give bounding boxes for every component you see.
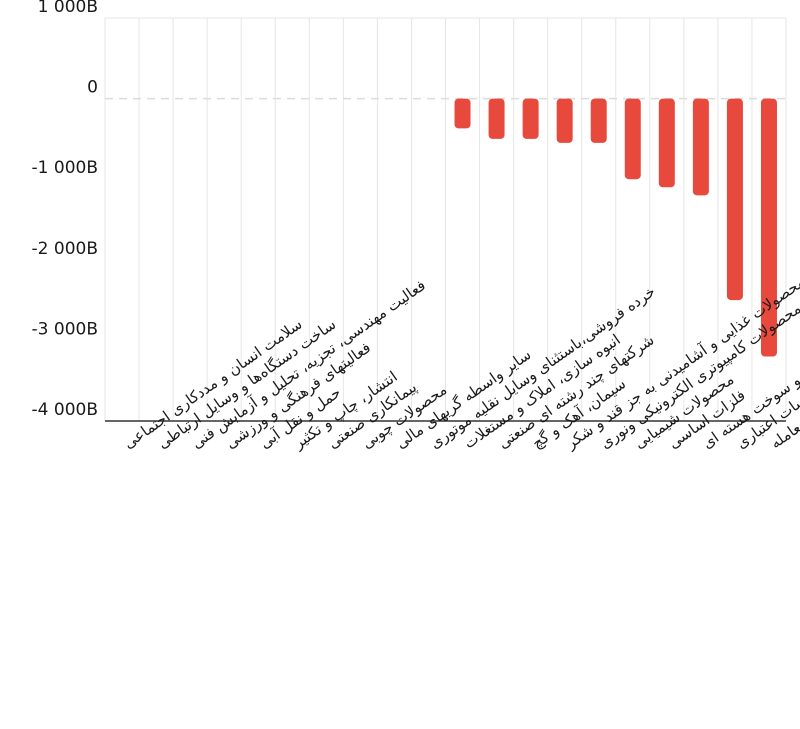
bar bbox=[522, 98, 539, 139]
bar bbox=[760, 98, 777, 357]
bar bbox=[454, 98, 471, 129]
bar bbox=[488, 98, 505, 139]
y-tick-label: 1 000B bbox=[38, 0, 98, 17]
y-tick-label: -1 000B bbox=[32, 158, 98, 178]
bars bbox=[454, 98, 777, 357]
bar bbox=[590, 98, 607, 143]
y-tick-label: -4 000B bbox=[32, 400, 98, 420]
bar bbox=[692, 98, 709, 196]
bar bbox=[624, 98, 641, 180]
y-tick-label: -3 000B bbox=[32, 319, 98, 339]
grid-lines bbox=[104, 17, 787, 422]
bar bbox=[726, 98, 743, 301]
bar bbox=[658, 98, 675, 188]
y-axis-tick-labels: 1 000B 0 -1 000B -2 000B -3 000B -4 000B bbox=[32, 0, 98, 420]
y-tick-label: -2 000B bbox=[32, 239, 98, 259]
bar bbox=[556, 98, 573, 143]
y-tick-label: 0 bbox=[87, 78, 98, 98]
